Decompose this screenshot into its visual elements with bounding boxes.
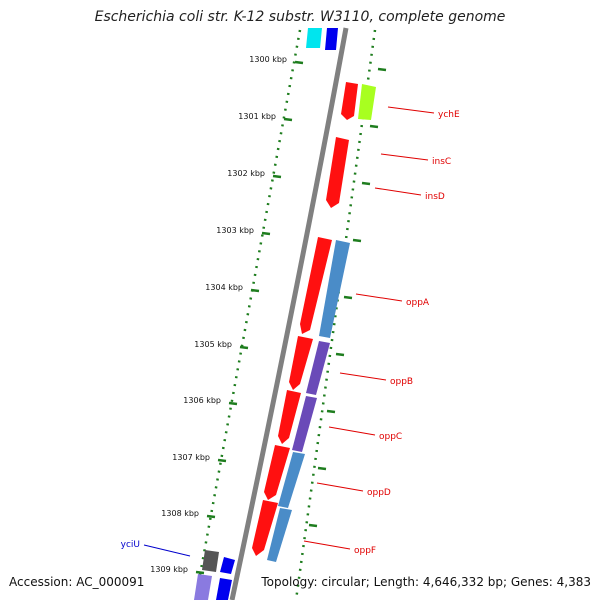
tick-mark <box>228 401 238 406</box>
tick-label: 1302 kbp <box>227 169 265 178</box>
tick-mark <box>206 514 216 519</box>
feature-oppC-rev <box>292 396 317 452</box>
outer-tick-mark <box>377 67 387 72</box>
feature-blue-small-1 <box>220 557 235 574</box>
gene-label-oppB[interactable]: oppB <box>390 377 413 387</box>
feature-oppD-rev <box>278 452 305 508</box>
tick-mark <box>294 60 304 65</box>
feature-oppB-rev <box>306 341 330 395</box>
outer-tick-mark <box>335 352 345 357</box>
outer-tick-mark <box>317 466 327 471</box>
feature-top-cyan <box>306 28 322 48</box>
tick-label: 1306 kbp <box>183 396 221 405</box>
gene-label-insD[interactable]: insD <box>425 192 445 202</box>
gene-leader-line <box>339 372 387 381</box>
outer-tick-mark <box>369 124 379 129</box>
feature-oppF-rev <box>267 508 292 562</box>
tick-label: 1300 kbp <box>249 55 287 64</box>
gene-leader-line <box>374 187 422 196</box>
outer-tick-mark <box>361 181 371 186</box>
feature-top-blue <box>325 28 338 50</box>
tick-mark <box>239 345 249 350</box>
tick-label: 1301 kbp <box>238 112 276 121</box>
genome-backbone <box>229 27 349 600</box>
gene-label-oppA[interactable]: oppA <box>406 298 430 308</box>
tick-label: 1304 kbp <box>205 283 243 292</box>
feature-blue-small-2 <box>216 578 232 600</box>
gene-label-insC[interactable]: insC <box>432 157 451 167</box>
genome-summary-text: Topology: circular; Length: 4,646,332 bp… <box>261 575 591 589</box>
feature-oppA <box>300 237 332 334</box>
feature-oppF <box>252 500 278 556</box>
tick-label: 1308 kbp <box>161 509 199 518</box>
gene-leader-line <box>380 153 429 161</box>
gene-leader-line <box>387 106 435 114</box>
tick-mark <box>250 288 260 293</box>
gene-label-oppF[interactable]: oppF <box>354 546 376 556</box>
tick-label: 1307 kbp <box>172 453 210 462</box>
feature-yciU-gray <box>202 550 219 572</box>
outer-tick-mark <box>352 238 362 243</box>
gene-label-yciU[interactable]: yciU <box>121 540 140 550</box>
feature-oppB <box>289 336 313 390</box>
feature-ychE <box>341 82 358 120</box>
tick-mark <box>272 174 282 179</box>
outer-tick-mark <box>326 409 336 414</box>
feature-purple-small <box>194 574 212 600</box>
feature-oppA-rev <box>319 240 350 338</box>
tick-label: 1303 kbp <box>216 226 254 235</box>
gene-leader-line <box>143 544 191 557</box>
outer-tick-mark <box>308 523 318 528</box>
page-title: Escherichia coli str. K-12 substr. W3110… <box>94 9 506 25</box>
outer-tick-mark <box>343 295 353 300</box>
gene-leader-line <box>328 426 376 436</box>
gene-label-ychE[interactable]: ychE <box>438 110 460 120</box>
tick-mark <box>217 458 227 463</box>
gene-label-oppD[interactable]: oppD <box>367 488 391 498</box>
gene-leader-line <box>303 540 351 550</box>
tick-label: 1309 kbp <box>150 565 188 574</box>
feature-insC <box>326 137 349 208</box>
tick-label: 1305 kbp <box>194 340 232 349</box>
feature-oppD <box>264 445 290 500</box>
tick-mark <box>261 231 271 236</box>
feature-ychE-green <box>358 84 376 120</box>
gene-label-oppC[interactable]: oppC <box>379 432 402 442</box>
accession-text: Accession: AC_000091 <box>9 575 145 589</box>
feature-oppC <box>278 390 301 444</box>
gene-leader-line <box>316 482 364 492</box>
gene-leader-line <box>355 293 403 302</box>
tick-mark <box>283 117 293 122</box>
tick-mark <box>195 570 205 575</box>
